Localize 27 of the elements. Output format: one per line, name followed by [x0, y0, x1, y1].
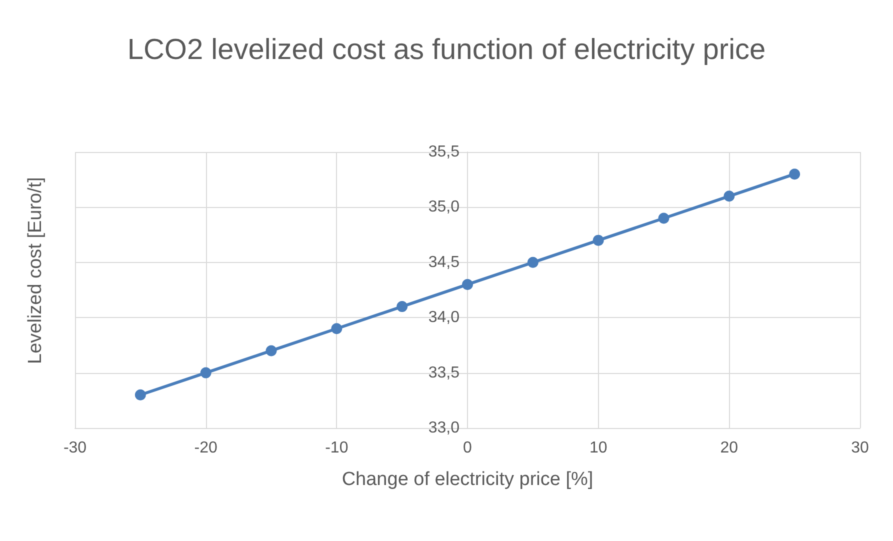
point [658, 212, 670, 224]
chart-title: LCO2 levelized cost as function of electricity price [127, 34, 766, 66]
x-tick-label: -30 [63, 440, 87, 456]
y-tick-label: 35,5 [428, 144, 460, 160]
point [527, 256, 538, 268]
x-tick-label: -20 [194, 440, 218, 456]
x-axis-title: Change of electricity price [%] [342, 469, 594, 490]
x-tick-label: 30 [851, 440, 869, 456]
x-tick-label: 10 [589, 440, 608, 456]
x-tick-label: -10 [325, 440, 348, 456]
point [134, 389, 146, 400]
y-tick-label: 34,5 [428, 254, 460, 271]
y-tick-label: 34,0 [428, 309, 460, 326]
y-tick-label: 35,0 [428, 198, 460, 216]
y-tick-label: 33,0 [428, 420, 460, 436]
y-tick-label: 33,5 [428, 364, 460, 382]
point [200, 367, 212, 378]
x-tick-label: 0 [463, 440, 472, 456]
x-tick-label: 20 [720, 440, 738, 456]
y-axis-title: Levelized cost [Euro/t] [25, 177, 46, 364]
point [724, 190, 735, 202]
point [266, 345, 277, 356]
point [462, 278, 473, 290]
point [789, 168, 800, 180]
point [592, 234, 604, 246]
point [331, 323, 342, 334]
point [396, 301, 408, 312]
